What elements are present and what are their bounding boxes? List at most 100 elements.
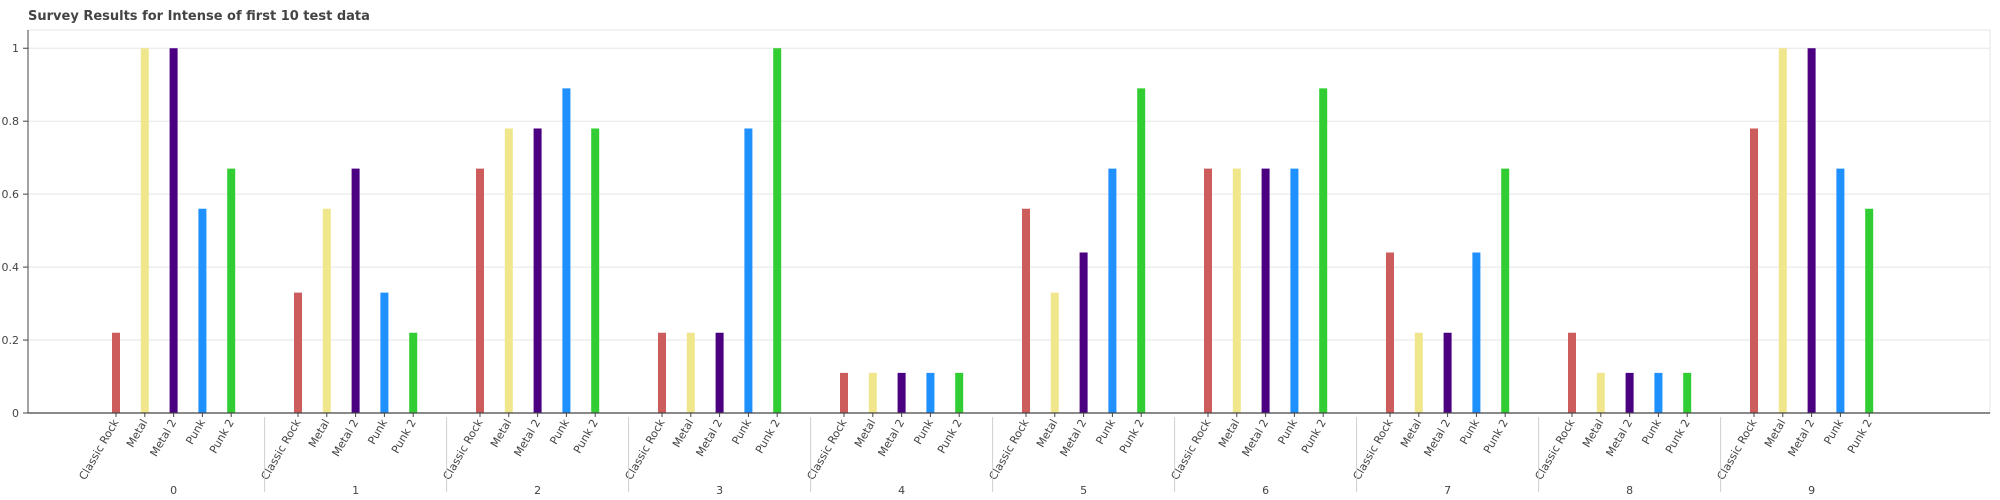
bar-6-metal-2 — [1261, 168, 1270, 413]
bar-1-classic-rock — [294, 292, 302, 413]
bar-1-metal — [322, 208, 331, 413]
bar-2-metal — [504, 128, 513, 413]
subcategory-label: Metal — [306, 417, 332, 450]
bar-9-punk-2 — [1865, 208, 1874, 413]
subcategory-label: Punk — [911, 416, 936, 446]
group-label: 1 — [352, 484, 359, 497]
subcategory-label: Punk 2 — [389, 417, 419, 456]
subcategory-label: Classic Rock — [804, 416, 849, 482]
bar-1-punk — [380, 292, 389, 413]
subcategory-label: Classic Rock — [622, 416, 667, 482]
bar-3-classic-rock — [658, 332, 666, 413]
bar-1-punk-2 — [409, 332, 418, 413]
subcategory-label: Metal — [852, 417, 878, 450]
y-tick-label: 0.2 — [2, 334, 20, 347]
bar-7-classic-rock — [1386, 252, 1394, 413]
group-label: 4 — [898, 484, 905, 497]
y-tick-label: 0 — [12, 407, 19, 420]
bar-6-punk — [1290, 168, 1299, 413]
bar-7-punk-2 — [1501, 168, 1510, 413]
subcategory-label: Classic Rock — [1714, 416, 1759, 482]
subcategory-label: Classic Rock — [440, 416, 485, 482]
subcategory-label: Metal 2 — [1422, 417, 1454, 459]
subcategory-label: Metal — [1762, 417, 1788, 450]
bar-3-metal-2 — [715, 332, 724, 413]
bar-4-punk-2 — [955, 372, 964, 413]
bar-3-punk — [744, 128, 753, 413]
subcategory-label: Punk — [1093, 416, 1118, 446]
group-label: 7 — [1444, 484, 1451, 497]
bar-9-classic-rock — [1750, 128, 1758, 413]
group-label: 6 — [1262, 484, 1269, 497]
subcategory-label: Classic Rock — [76, 416, 121, 482]
bar-4-classic-rock — [840, 372, 848, 413]
y-axis: 0 0.2 0.4 0.6 0.8 1 — [2, 30, 29, 420]
subcategory-label: Punk 2 — [1299, 417, 1329, 456]
bar-0-punk-2 — [227, 168, 236, 413]
bar-3-punk-2 — [773, 48, 782, 413]
bar-3-metal — [686, 332, 695, 413]
group-label: 9 — [1808, 484, 1815, 497]
bar-5-classic-rock — [1022, 208, 1030, 413]
bar-2-classic-rock — [476, 168, 484, 413]
plot-frame — [27, 29, 1991, 414]
subcategory-label: Metal — [1580, 417, 1606, 450]
bar-8-classic-rock — [1568, 332, 1576, 413]
subcategory-label: Punk 2 — [935, 417, 965, 456]
bar-4-metal-2 — [897, 372, 906, 413]
subcategory-label: Metal — [488, 417, 514, 450]
bar-8-punk-2 — [1683, 372, 1692, 413]
bar-5-metal-2 — [1079, 252, 1088, 413]
subcategory-label: Metal 2 — [330, 417, 362, 459]
bar-5-punk-2 — [1137, 88, 1146, 413]
y-tick-label: 0.4 — [2, 261, 20, 274]
y-tick-label: 1 — [12, 42, 19, 55]
bar-0-classic-rock — [112, 332, 120, 413]
subcategory-label: Metal 2 — [1240, 417, 1272, 459]
subcategory-label: Punk 2 — [753, 417, 783, 456]
grid-lines — [28, 47, 1990, 341]
subcategory-label: Classic Rock — [258, 416, 303, 482]
subcategory-label: Metal 2 — [148, 417, 180, 459]
bar-9-metal-2 — [1807, 48, 1816, 413]
subcategory-label: Metal — [1034, 417, 1060, 450]
subcategory-label: Punk — [547, 416, 572, 446]
subcategory-label: Punk — [1639, 416, 1664, 446]
subcategory-label: Punk 2 — [1117, 417, 1147, 456]
subcategory-label: Metal 2 — [1604, 417, 1636, 459]
y-tick-label: 0.8 — [2, 115, 20, 128]
subcategory-label: Metal 2 — [694, 417, 726, 459]
bar-2-punk-2 — [591, 128, 600, 413]
subcategory-label: Punk — [1821, 416, 1846, 446]
bar-6-punk-2 — [1319, 88, 1328, 413]
group-label: 5 — [1080, 484, 1087, 497]
bar-8-punk — [1654, 372, 1663, 413]
bar-2-punk — [562, 88, 571, 413]
subcategory-label: Punk 2 — [1481, 417, 1511, 456]
bar-5-metal — [1050, 292, 1059, 413]
y-tick-label: 0.6 — [2, 188, 20, 201]
bar-7-punk — [1472, 252, 1481, 413]
bar-5-punk — [1108, 168, 1117, 413]
subcategory-label: Punk 2 — [1663, 417, 1693, 456]
subcategory-label: Punk 2 — [207, 417, 237, 456]
bar-6-classic-rock — [1204, 168, 1212, 413]
bars — [112, 48, 1874, 413]
subcategory-label: Classic Rock — [1168, 416, 1213, 482]
bar-8-metal — [1596, 372, 1605, 413]
group-label: 0 — [170, 484, 177, 497]
bar-8-metal-2 — [1625, 372, 1634, 413]
bar-4-punk — [926, 372, 935, 413]
subcategory-label: Classic Rock — [1532, 416, 1577, 482]
group-label: 8 — [1626, 484, 1633, 497]
bar-6-metal — [1232, 168, 1241, 413]
plot-frame-rect — [27, 29, 1991, 414]
chart-title: Survey Results for Intense of first 10 t… — [28, 9, 370, 24]
subcategory-label: Punk — [1275, 416, 1300, 446]
bar-0-metal — [140, 48, 149, 413]
bar-7-metal — [1414, 332, 1423, 413]
group-label: 3 — [716, 484, 723, 497]
subcategory-label: Metal 2 — [512, 417, 544, 459]
